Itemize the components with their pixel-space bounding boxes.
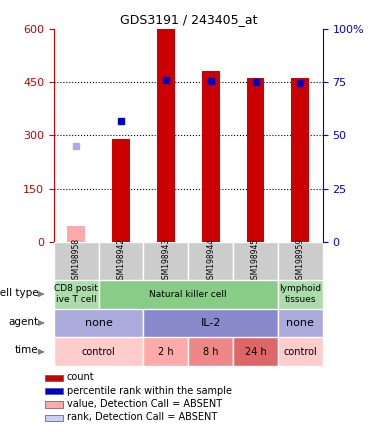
Bar bbox=[157, 29, 175, 242]
Bar bbox=[99, 280, 278, 309]
Text: GSM198945: GSM198945 bbox=[251, 238, 260, 284]
Text: count: count bbox=[67, 373, 94, 382]
Text: GSM198943: GSM198943 bbox=[161, 238, 170, 284]
Bar bbox=[46, 375, 63, 381]
Bar bbox=[202, 71, 220, 242]
Bar bbox=[247, 78, 265, 242]
Text: 2 h: 2 h bbox=[158, 347, 174, 357]
Text: GSM198944: GSM198944 bbox=[206, 238, 215, 284]
Bar bbox=[278, 337, 323, 366]
Text: none: none bbox=[286, 318, 314, 328]
Text: value, Detection Call = ABSENT: value, Detection Call = ABSENT bbox=[67, 399, 222, 409]
Bar bbox=[54, 309, 144, 337]
Text: control: control bbox=[283, 347, 317, 357]
Bar bbox=[46, 415, 63, 421]
Text: 8 h: 8 h bbox=[203, 347, 219, 357]
Text: cell type: cell type bbox=[0, 288, 39, 298]
Text: time: time bbox=[15, 345, 39, 356]
Bar bbox=[233, 242, 278, 280]
Bar bbox=[99, 242, 144, 280]
Bar bbox=[233, 337, 278, 366]
Text: GSM198942: GSM198942 bbox=[116, 238, 125, 284]
Text: 24 h: 24 h bbox=[244, 347, 266, 357]
Title: GDS3191 / 243405_at: GDS3191 / 243405_at bbox=[119, 13, 257, 26]
Text: GSM198958: GSM198958 bbox=[72, 238, 81, 284]
Bar bbox=[278, 280, 323, 309]
Bar bbox=[278, 242, 323, 280]
Bar bbox=[278, 309, 323, 337]
Text: agent: agent bbox=[9, 317, 39, 327]
Text: rank, Detection Call = ABSENT: rank, Detection Call = ABSENT bbox=[67, 412, 217, 422]
Text: control: control bbox=[82, 347, 115, 357]
Bar bbox=[144, 242, 188, 280]
Text: Natural killer cell: Natural killer cell bbox=[150, 289, 227, 299]
Bar bbox=[54, 280, 99, 309]
Bar bbox=[67, 226, 85, 242]
Text: lymphoid
tissues: lymphoid tissues bbox=[279, 285, 321, 304]
Bar bbox=[144, 309, 278, 337]
Bar bbox=[188, 242, 233, 280]
Text: IL-2: IL-2 bbox=[200, 318, 221, 328]
Bar bbox=[291, 78, 309, 242]
Bar bbox=[112, 139, 130, 242]
Text: percentile rank within the sample: percentile rank within the sample bbox=[67, 386, 232, 396]
Text: GSM198959: GSM198959 bbox=[296, 238, 305, 284]
Bar bbox=[54, 242, 99, 280]
Bar bbox=[46, 388, 63, 394]
Text: none: none bbox=[85, 318, 112, 328]
Bar bbox=[188, 337, 233, 366]
Bar bbox=[46, 401, 63, 408]
Bar bbox=[144, 337, 188, 366]
Text: CD8 posit
ive T cell: CD8 posit ive T cell bbox=[54, 285, 98, 304]
Bar bbox=[54, 337, 144, 366]
